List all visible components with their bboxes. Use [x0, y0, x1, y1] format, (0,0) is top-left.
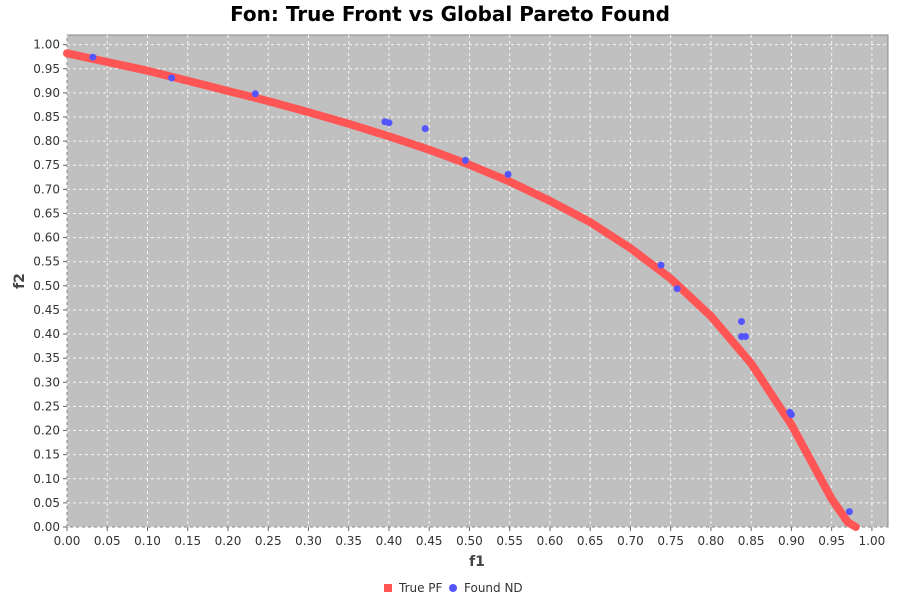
y-tick-label: 0.55	[33, 255, 60, 269]
y-tick-label: 0.70	[33, 182, 60, 196]
x-tick-label: 0.65	[577, 534, 604, 548]
data-point-found-nd	[845, 508, 853, 516]
data-point-found-nd	[742, 333, 749, 340]
y-tick-label: 0.75	[33, 158, 60, 172]
data-point-found-nd	[461, 156, 469, 164]
y-tick-label: 0.45	[33, 303, 60, 317]
y-tick-label: 0.65	[33, 206, 60, 220]
y-tick-label: 0.80	[33, 134, 60, 148]
chart-title: Fon: True Front vs Global Pareto Found	[230, 2, 670, 26]
y-tick-label: 0.20	[33, 424, 60, 438]
y-tick-label: 0.15	[33, 448, 60, 462]
plot-background	[66, 34, 889, 528]
x-tick-label: 0.30	[295, 534, 322, 548]
data-point-found-nd	[168, 74, 176, 82]
x-tick-label: 0.90	[778, 534, 805, 548]
series-points-found-nd	[89, 53, 853, 516]
x-tick-label: 0.70	[617, 534, 644, 548]
x-tick-label: 0.20	[215, 534, 242, 548]
data-point-found-nd	[421, 125, 429, 133]
y-axis-label: f2	[12, 273, 28, 289]
data-point-found-nd	[89, 53, 97, 61]
y-tick-label: 0.35	[33, 351, 60, 365]
legend: True PF Found ND	[384, 581, 523, 595]
x-tick-label: 0.50	[456, 534, 483, 548]
y-tick-label: 0.95	[33, 62, 60, 76]
y-tick-label: 0.30	[33, 375, 60, 389]
y-tick-label: 0.50	[33, 279, 60, 293]
x-tick-label: 0.85	[738, 534, 765, 548]
y-tick-label: 0.60	[33, 231, 60, 245]
x-tick-label: 0.15	[174, 534, 201, 548]
y-tick-label: 0.90	[33, 86, 60, 100]
series-line-true-pf	[63, 49, 860, 531]
legend-label-found-nd: Found ND	[464, 581, 523, 595]
data-point-found-nd	[657, 261, 665, 269]
x-tick-label: 0.25	[255, 534, 282, 548]
y-tick-label: 0.05	[33, 496, 60, 510]
x-tick-label: 0.55	[496, 534, 523, 548]
y-tick-label: 0.25	[33, 399, 60, 413]
data-point-found-nd	[251, 90, 259, 98]
x-tick-label: 0.75	[657, 534, 684, 548]
x-tick-label: 0.00	[54, 534, 81, 548]
x-tick-label: 0.80	[698, 534, 725, 548]
legend-swatch-found-nd	[449, 584, 457, 592]
data-point-found-nd	[738, 318, 745, 325]
legend-label-true-pf: True PF	[398, 581, 443, 595]
x-tick-label: 0.10	[134, 534, 161, 548]
y-tick-label: 0.10	[33, 472, 60, 486]
x-tick-label: 0.35	[335, 534, 362, 548]
x-axis-label: f1	[469, 554, 485, 570]
data-point-found-nd	[504, 170, 512, 178]
x-axis-ticks: 0.00 0.05 0.10 0.15 0.20 0.25 0.30 0.35 0.40 0.45…	[54, 527, 886, 548]
data-point-found-nd	[673, 285, 681, 293]
y-axis-ticks: 0.00 0.05 0.10 0.15 0.20 0.25 0.30 0.35 0.40 0.45…	[33, 38, 67, 534]
data-point-found-nd	[787, 411, 795, 419]
x-tick-label: 0.05	[94, 534, 121, 548]
x-tick-label: 1.00	[859, 534, 886, 548]
grid	[66, 35, 888, 528]
legend-swatch-true-pf	[384, 584, 392, 592]
y-tick-label: 0.40	[33, 327, 60, 341]
x-tick-label: 0.40	[376, 534, 403, 548]
y-tick-label: 1.00	[33, 38, 60, 52]
y-tick-label: 0.85	[33, 110, 60, 124]
x-tick-label: 0.45	[416, 534, 443, 548]
x-tick-label: 0.60	[537, 534, 564, 548]
y-tick-label: 0.00	[33, 520, 60, 534]
data-point-found-nd	[385, 119, 393, 127]
x-tick-label: 0.95	[818, 534, 845, 548]
